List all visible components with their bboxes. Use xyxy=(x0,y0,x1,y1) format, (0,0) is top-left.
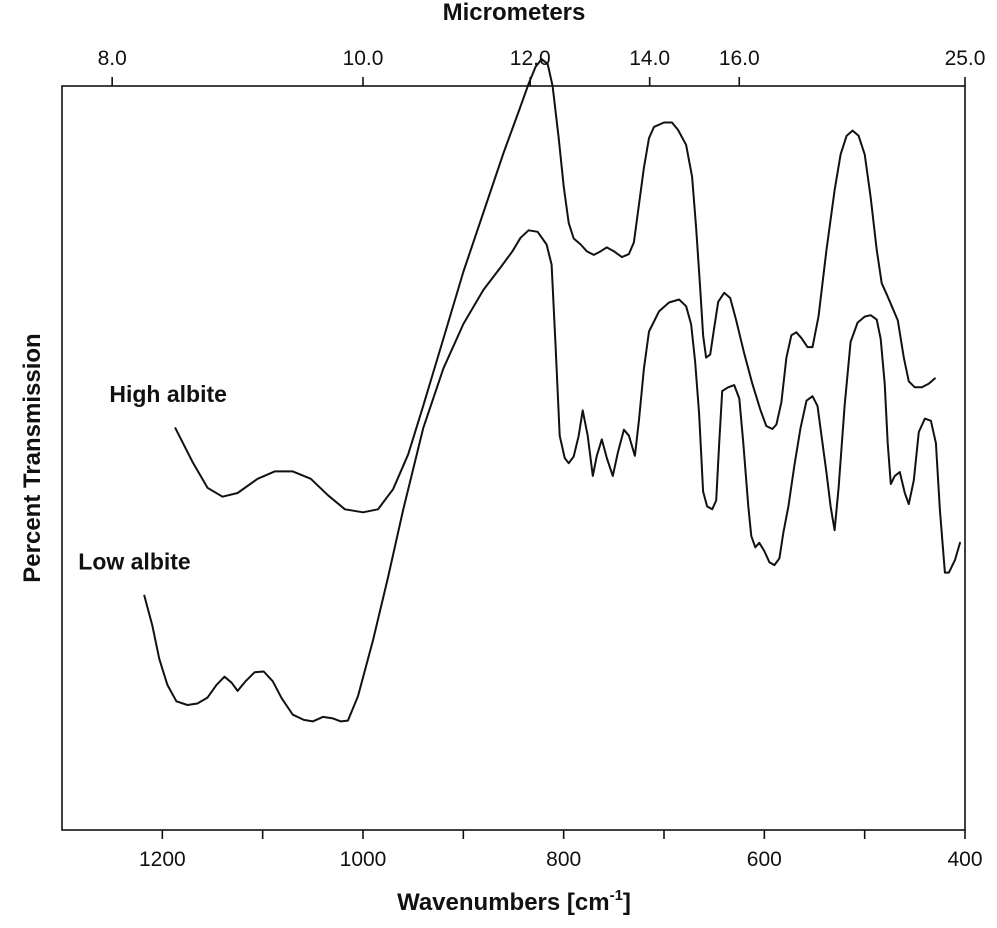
series-label-low-albite: Low albite xyxy=(78,549,190,575)
x-axis-top: 8.0 10.0 12.0 14.0 16.0 25.0 xyxy=(98,47,986,86)
series-curves xyxy=(143,58,961,723)
plot-frame xyxy=(61,85,966,831)
top-axis-title: Micrometers xyxy=(443,0,586,26)
x-axis-title: Wavenumbers [cm-1] xyxy=(397,887,631,916)
top-tick-label-25.0: 25.0 xyxy=(945,47,986,70)
x-axis-bottom: 1200 1000 800 600 400 xyxy=(139,830,983,871)
top-tick-label-8.0: 8.0 xyxy=(98,47,127,70)
series-line-low-albite xyxy=(143,229,961,723)
series-line-high-albite xyxy=(174,58,936,514)
x-tick-label-800: 800 xyxy=(546,848,581,871)
x-axis-title-superscript: -1 xyxy=(610,887,623,904)
x-tick-label-1000: 1000 xyxy=(340,848,387,871)
top-tick-label-10.0: 10.0 xyxy=(343,47,384,70)
x-axis-title-main: Wavenumbers [cm xyxy=(397,889,610,916)
x-tick-label-600: 600 xyxy=(747,848,782,871)
x-tick-label-1200: 1200 xyxy=(139,848,186,871)
series-labels: High albite Low albite xyxy=(78,381,227,574)
y-axis-title: Percent Transmission xyxy=(19,333,46,582)
x-axis-title-end: ] xyxy=(623,889,631,916)
top-tick-label-12.0: 12.0 xyxy=(510,47,551,70)
series-label-high-albite: High albite xyxy=(109,381,227,407)
top-tick-label-14.0: 14.0 xyxy=(629,47,670,70)
x-tick-label-400: 400 xyxy=(947,848,982,871)
top-tick-label-16.0: 16.0 xyxy=(719,47,760,70)
